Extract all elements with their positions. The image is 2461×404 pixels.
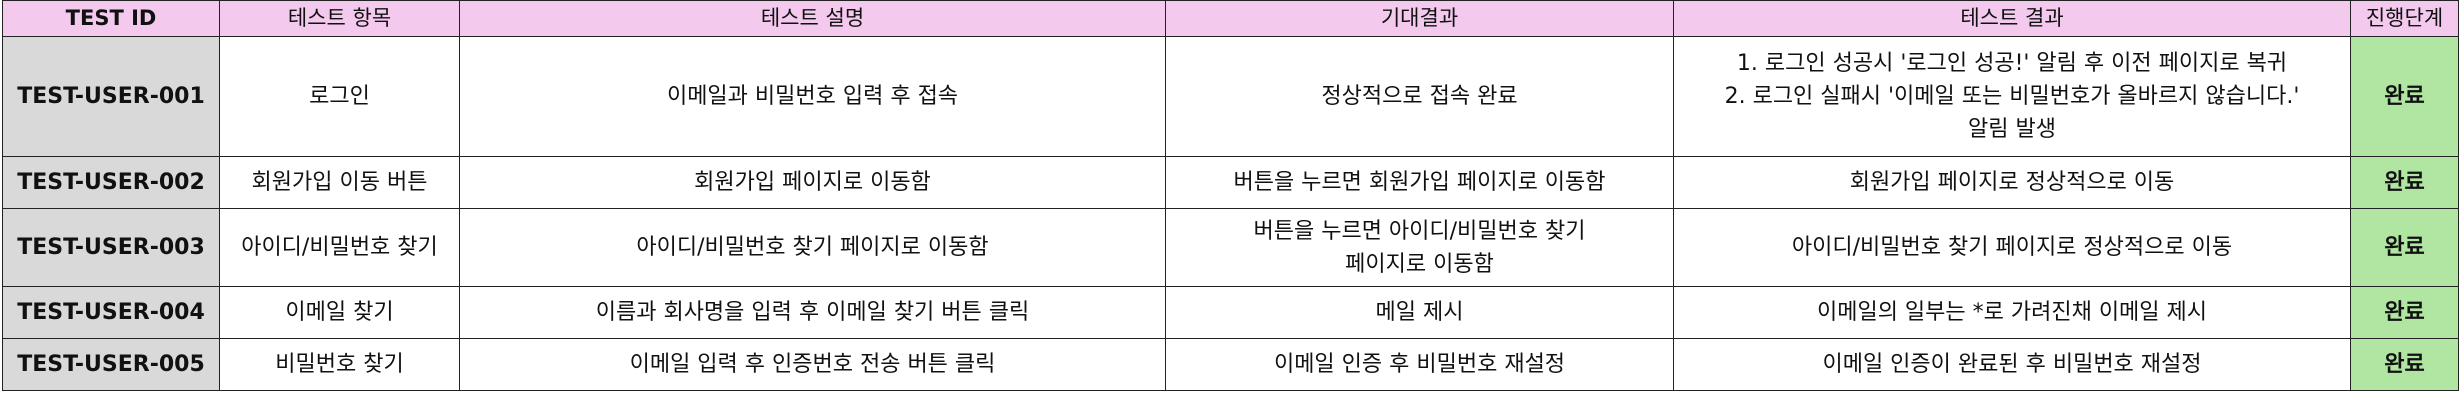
status-cell: 완료	[2350, 208, 2459, 287]
test-item-cell: 회원가입 이동 버튼	[219, 156, 460, 209]
status-cell: 완료	[2350, 36, 2459, 157]
test-result-line: 알림 발생	[1968, 117, 2056, 142]
test-description-cell: 아이디/비밀번호 찾기 페이지로 이동함	[459, 208, 1166, 287]
test-description-cell: 회원가입 페이지로 이동함	[459, 156, 1166, 209]
test-description-cell: 이메일 입력 후 인증번호 전송 버튼 클릭	[459, 338, 1166, 391]
test-result-cell: 이메일 인증이 완료된 후 비밀번호 재설정	[1673, 338, 2351, 391]
test-description-cell: 이름과 회사명을 입력 후 이메일 찾기 버튼 클릭	[459, 286, 1166, 339]
test-result-cell: 아이디/비밀번호 찾기 페이지로 정상적으로 이동	[1673, 208, 2351, 287]
expected-result-cell: 이메일 인증 후 비밀번호 재설정	[1165, 338, 1674, 391]
test-item-cell: 비밀번호 찾기	[219, 338, 460, 391]
test-id-cell: TEST-USER-001	[2, 36, 220, 157]
expected-result-cell: 버튼을 누르면 회원가입 페이지로 이동함	[1165, 156, 1674, 209]
test-id-cell: TEST-USER-003	[2, 208, 220, 287]
test-id-cell: TEST-USER-004	[2, 286, 220, 339]
test-item-cell: 아이디/비밀번호 찾기	[219, 208, 460, 287]
table-row: TEST-USER-003 아이디/비밀번호 찾기 아이디/비밀번호 찾기 페이…	[2, 208, 2459, 287]
header-status: 진행단계	[2350, 0, 2459, 37]
test-result-cell: 이메일의 일부는 *로 가려진채 이메일 제시	[1673, 286, 2351, 339]
status-cell: 완료	[2350, 156, 2459, 209]
expected-result-cell: 버튼을 누르면 아이디/비밀번호 찾기 페이지로 이동함	[1165, 208, 1674, 287]
table-row: TEST-USER-005 비밀번호 찾기 이메일 입력 후 인증번호 전송 버…	[2, 338, 2459, 391]
header-test-description: 테스트 설명	[459, 0, 1166, 37]
table-header: TEST ID 테스트 항목 테스트 설명 기대결과 테스트 결과 진행단계	[2, 0, 2459, 37]
test-item-cell: 이메일 찾기	[219, 286, 460, 339]
expected-result-line: 페이지로 이동함	[1345, 251, 1494, 277]
status-cell: 완료	[2350, 286, 2459, 339]
table-row: TEST-USER-004 이메일 찾기 이름과 회사명을 입력 후 이메일 찾…	[2, 286, 2459, 339]
test-description-cell: 이메일과 비밀번호 입력 후 접속	[459, 36, 1166, 157]
test-result-cell: 회원가입 페이지로 정상적으로 이동	[1673, 156, 2351, 209]
header-test-result: 테스트 결과	[1673, 0, 2351, 37]
header-test-item: 테스트 항목	[219, 0, 460, 37]
header-expected-result: 기대결과	[1165, 0, 1674, 37]
table-body: TEST-USER-001 로그인 이메일과 비밀번호 입력 후 접속 정상적으…	[2, 36, 2459, 391]
test-case-table: TEST ID 테스트 항목 테스트 설명 기대결과 테스트 결과 진행단계 T…	[2, 0, 2459, 391]
test-result-line: 2. 로그인 실패시 '이메일 또는 비밀번호가 올바르지 않습니다.'	[1724, 84, 2300, 109]
test-item-cell: 로그인	[219, 36, 460, 157]
test-result-line: 1. 로그인 성공시 '로그인 성공!' 알림 후 이전 페이지로 복귀	[1736, 51, 2288, 76]
table-row: TEST-USER-001 로그인 이메일과 비밀번호 입력 후 접속 정상적으…	[2, 36, 2459, 157]
test-id-cell: TEST-USER-002	[2, 156, 220, 209]
header-row: TEST ID 테스트 항목 테스트 설명 기대결과 테스트 결과 진행단계	[2, 0, 2459, 37]
expected-result-cell: 정상적으로 접속 완료	[1165, 36, 1674, 157]
expected-result-cell: 메일 제시	[1165, 286, 1674, 339]
header-test-id: TEST ID	[2, 0, 220, 37]
expected-result-line: 버튼을 누르면 아이디/비밀번호 찾기	[1253, 218, 1586, 244]
test-result-cell: 1. 로그인 성공시 '로그인 성공!' 알림 후 이전 페이지로 복귀 2. …	[1673, 36, 2351, 157]
test-id-cell: TEST-USER-005	[2, 338, 220, 391]
status-cell: 완료	[2350, 338, 2459, 391]
table-row: TEST-USER-002 회원가입 이동 버튼 회원가입 페이지로 이동함 버…	[2, 156, 2459, 209]
